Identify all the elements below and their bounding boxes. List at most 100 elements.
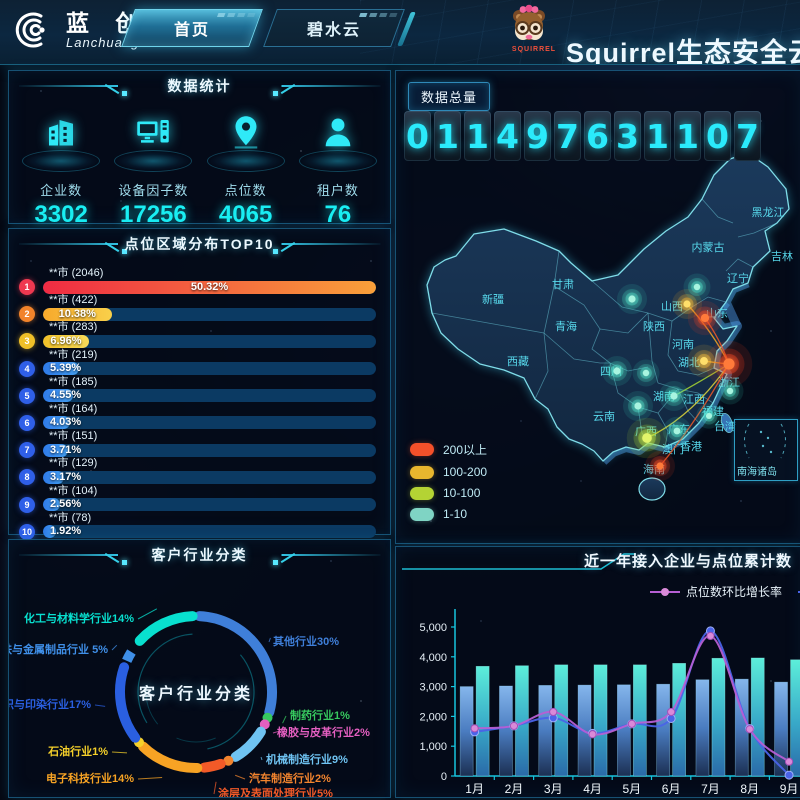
svg-text:1月: 1月 — [465, 782, 484, 796]
taiwan-island — [720, 412, 734, 434]
donut-segment-电子科技行业 — [138, 741, 203, 774]
map-legend-item-100-200[interactable]: 100-200 — [410, 465, 487, 479]
stat-label: 点位数 — [224, 183, 267, 198]
stat-value: 76 — [324, 201, 352, 228]
stat-pedestal — [206, 150, 285, 172]
map-hotspot-red — [645, 451, 675, 481]
legend-swatch — [410, 465, 434, 479]
svg-text:9月: 9月 — [780, 782, 799, 796]
stat-value: 4065 — [218, 201, 273, 228]
bar-percent: 4.55% — [50, 389, 82, 402]
stat-item-设备因子数: 设备因子数 17256 — [109, 110, 197, 229]
bar-blue-2月 — [499, 685, 513, 777]
data-total-badge: 数据总量 — [408, 82, 491, 111]
bar-fill — [43, 443, 68, 457]
svg-text:5,000: 5,000 — [419, 622, 447, 634]
bar-track: 1.92% — [43, 525, 376, 539]
counter-digit: 1 — [464, 111, 491, 161]
stats-grid: 企业数 3302 设备因子数 17256 点位数 4065 租户数 76 — [9, 102, 390, 229]
bar-track: 5.39% — [43, 362, 376, 376]
bar-fill — [43, 389, 73, 403]
bar-blue-7月 — [695, 679, 710, 777]
map-hotspot-yellow — [672, 289, 702, 319]
industry-donut-chart — [94, 608, 287, 795]
industry-panel: 客户行业分类 客户行业分类 其他行业30% 制药行业1% 橡胶与皮革行业2% 机械制造… — [8, 539, 391, 798]
donut-label-制药行业: 制药行业1% — [290, 710, 350, 722]
map-hotspot-teal — [683, 273, 711, 301]
stat-item-点位数: 点位数 4065 — [202, 110, 290, 229]
legend-item-growth-rate[interactable]: 点位数环比增长率 — [649, 583, 782, 600]
rank-badge: 8 — [19, 469, 35, 486]
province-label-新疆: 新疆 — [482, 292, 504, 306]
province-label-云南: 云南 — [593, 410, 615, 423]
top10-row-5: **市 (185) 5 4.55% — [19, 375, 376, 404]
bar-percent: 2.56% — [50, 498, 82, 510]
bar-track: 4.03% — [43, 416, 376, 430]
top10-row-label: **市 (422) — [49, 294, 98, 307]
hainan-island — [638, 477, 666, 501]
legend-swatch — [410, 507, 434, 521]
province-label-黑龙江: 黑龙江 — [752, 206, 785, 219]
bar-percent: 10.38% — [58, 307, 96, 320]
industry-panel-header: 客户行业分类 — [9, 540, 390, 571]
legend-item-clipped[interactable] — [798, 590, 800, 593]
bar-track: 3.17% — [43, 470, 376, 484]
legend-swatch — [410, 443, 434, 456]
top10-row-9: **市 (104) 9 2.56% — [19, 485, 376, 513]
map-hotspot-teal — [602, 356, 632, 386]
tab-首页[interactable]: 首页 — [121, 9, 263, 47]
tab-label: 碧水云 — [306, 22, 361, 39]
svg-text:2,000: 2,000 — [419, 711, 447, 723]
stats-panel: 数据统计 企业数 3302 设备因子数 17256 点位数 4065 租户数 76 — [8, 70, 391, 228]
bar-fill — [43, 470, 64, 484]
svg-text:2月: 2月 — [505, 782, 524, 796]
donut-dot-汽车制造行业 — [223, 755, 234, 766]
tab-corner-decoration — [359, 13, 398, 17]
counter-digit: 0 — [404, 111, 431, 161]
map-legend: 200以上 100-200 10-100 1-10 — [410, 441, 487, 528]
bar-fill — [43, 525, 56, 539]
rank-badge: 3 — [19, 333, 35, 350]
bar-percent: 1.92% — [50, 525, 82, 538]
flight-line — [646, 363, 730, 439]
map-legend-item-10-100[interactable]: 10-100 — [410, 486, 487, 500]
legend-label: 200以上 — [443, 443, 488, 457]
tab-corner-decoration — [217, 13, 256, 17]
map-hotspot-teal — [696, 403, 722, 429]
top10-row-2: **市 (422) 2 10.38% — [19, 294, 376, 323]
donut-label-橡胶与皮革行业: 橡胶与皮革行业2% — [277, 727, 370, 739]
south-sea-islands-icon — [744, 423, 786, 459]
map-hotspot-teal — [659, 381, 689, 411]
province-label-河南: 河南 — [672, 338, 694, 351]
map-hotspot-red — [705, 340, 753, 388]
top10-row-8: **市 (129) 8 3.17% — [19, 457, 376, 486]
nav-tabs: 首页 碧水云 — [121, 9, 405, 47]
bar-percent: 3.71% — [50, 443, 82, 456]
flight-line — [673, 363, 730, 397]
stat-value: 3302 — [34, 201, 88, 228]
map-legend-item-1-10[interactable]: 1-10 — [410, 507, 487, 521]
donut-label-其他行业: 其他行业30% — [273, 636, 340, 648]
donut-label-机械制造行业: 机械制造行业9% — [266, 754, 348, 766]
tab-label: 首页 — [173, 22, 210, 39]
province-label-陕西: 陕西 — [643, 319, 665, 333]
donut-segment-钢铁与金属制品行业 — [122, 643, 140, 663]
bar-track: 10.38% — [43, 307, 376, 321]
top10-row-label: **市 (129) — [49, 457, 98, 470]
donut-segment-纺织与印染行业 — [115, 662, 141, 743]
svg-text:6月: 6月 — [662, 782, 681, 796]
bar-fill — [43, 280, 376, 294]
tab-碧水云[interactable]: 碧水云 — [263, 9, 405, 47]
bar-cyan-1月 — [475, 665, 490, 777]
donut-label-电子科技行业: 电子科技行业14% — [45, 773, 134, 785]
map-legend-item-200以上[interactable]: 200以上 — [410, 441, 487, 458]
svg-text:0: 0 — [441, 771, 447, 783]
top10-row-label: **市 (185) — [49, 375, 98, 388]
svg-text:4,000: 4,000 — [419, 652, 447, 664]
bar-percent: 50.32% — [190, 280, 229, 293]
bar-fill — [43, 416, 70, 430]
rank-badge: 7 — [19, 442, 35, 459]
south-sea-inset: 南海诸岛 — [734, 419, 798, 481]
top10-row-3: **市 (283) 3 6.96% — [19, 321, 376, 350]
